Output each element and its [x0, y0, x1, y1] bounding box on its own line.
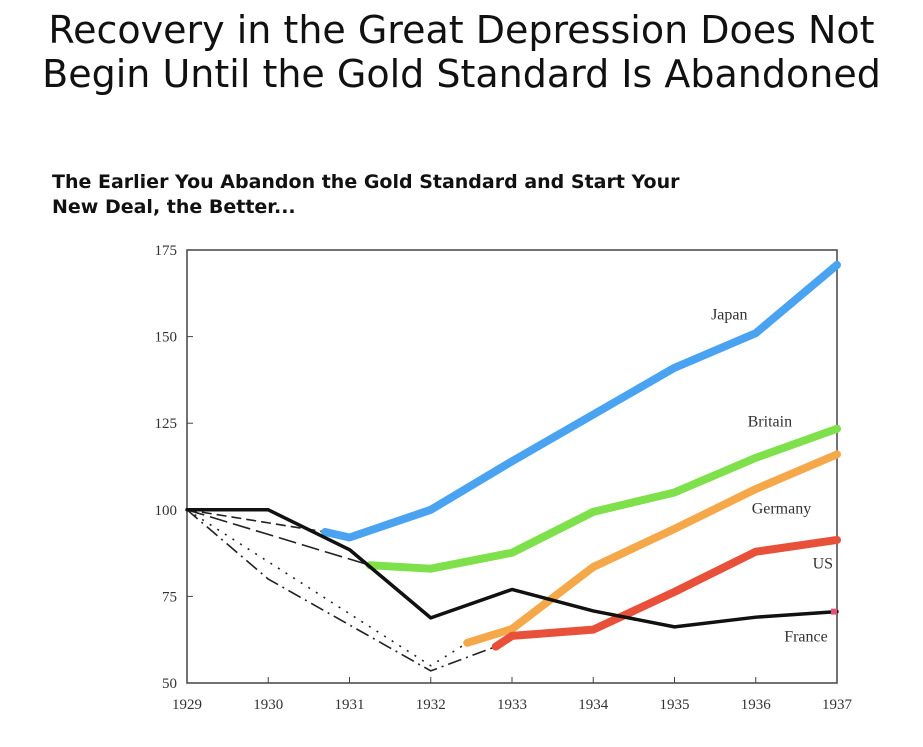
y-tick-label: 125 — [155, 416, 178, 432]
x-tick-label: 1933 — [497, 697, 527, 713]
series-label-japan: Japan — [711, 306, 747, 323]
y-tick-label: 75 — [162, 589, 177, 605]
japan-series-line — [321, 260, 841, 542]
germany-gold-standard-line — [186, 509, 468, 667]
britain-gold-standard-line — [186, 509, 371, 566]
x-tick-label: 1929 — [172, 697, 202, 713]
x-tick-label: 1936 — [741, 697, 772, 713]
y-tick-label: 150 — [155, 330, 178, 346]
x-tick-label: 1934 — [578, 697, 609, 713]
series-label-germany: Germany — [752, 500, 812, 517]
x-tick-label: 1935 — [660, 697, 690, 713]
us-gold-standard-line — [186, 509, 497, 672]
x-tick-label: 1932 — [416, 697, 446, 713]
france-series-line — [185, 508, 839, 629]
us-series-line — [491, 535, 841, 651]
series-label-france: France — [784, 628, 828, 645]
japan-gold-standard-line — [186, 509, 326, 533]
chart-title: The Earlier You Abandon the Gold Standar… — [52, 171, 680, 218]
slide-title: Recovery in the Great Depression Does No… — [42, 8, 881, 96]
series-label-us: US — [813, 556, 833, 573]
x-tick-label: 1931 — [335, 697, 365, 713]
y-tick-label: 100 — [155, 503, 178, 519]
britain-series-line — [365, 424, 841, 573]
x-tick-label: 1937 — [822, 697, 853, 713]
y-tick-label: 175 — [155, 243, 178, 259]
y-tick-label: 50 — [162, 676, 177, 692]
germany-series-line — [463, 450, 841, 647]
series-label-britain: Britain — [748, 414, 792, 431]
x-tick-label: 1930 — [253, 697, 283, 713]
